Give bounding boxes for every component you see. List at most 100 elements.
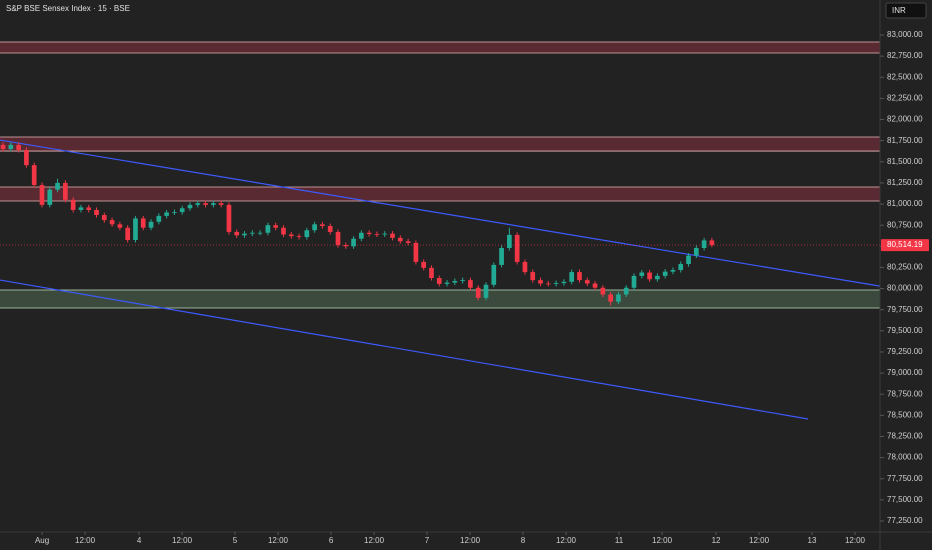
candle-body: [639, 272, 645, 276]
candle-body: [187, 204, 193, 209]
y-tick-label: 80,250.00: [887, 263, 923, 272]
trendline: [0, 279, 809, 420]
candle-body: [397, 237, 403, 242]
candle-body: [530, 272, 536, 281]
candle-body: [55, 182, 60, 190]
candle-body: [623, 287, 629, 295]
candle-body: [608, 294, 613, 302]
y-tick-label: 79,500.00: [887, 326, 923, 335]
candle-body: [234, 231, 240, 236]
y-tick-label: 77,500.00: [887, 495, 923, 504]
candle-body: [273, 225, 279, 228]
candle-body: [312, 224, 317, 231]
y-tick-label: 80,750.00: [887, 220, 923, 229]
candle-body: [584, 280, 590, 284]
x-tick-label: 5: [233, 536, 238, 545]
y-tick-label: 78,750.00: [887, 389, 923, 398]
y-tick-label: 82,000.00: [887, 115, 923, 124]
x-tick-label: 12:00: [460, 536, 481, 545]
y-tick-label: 81,250.00: [887, 178, 923, 187]
candle-body: [125, 227, 131, 240]
candle-body: [195, 203, 201, 205]
last-price-label: 80,514.19: [887, 240, 923, 249]
x-tick-label: 12:00: [556, 536, 577, 545]
zone: [0, 137, 880, 152]
zone: [0, 290, 880, 309]
y-tick-label: 83,000.00: [887, 30, 923, 39]
candle-body: [514, 234, 520, 262]
currency-box[interactable]: [885, 2, 927, 19]
candle-body: [179, 208, 185, 213]
candle-body: [148, 221, 154, 228]
candle-body: [600, 287, 606, 295]
y-tick-label: 82,250.00: [887, 93, 923, 102]
currency[interactable]: INR: [892, 6, 906, 15]
candle-body: [545, 283, 551, 285]
candle-body: [226, 204, 232, 232]
x-tick-label: 12: [712, 536, 721, 545]
candle-body: [452, 280, 458, 283]
candle-body: [522, 261, 528, 273]
candle-body: [616, 294, 621, 302]
candle-body: [133, 218, 138, 240]
y-tick-label: 81,750.00: [887, 136, 923, 145]
zone: [0, 42, 880, 53]
x-tick-label: 12:00: [75, 536, 96, 545]
y-tick-label: 81,000.00: [887, 199, 923, 208]
candle-body: [678, 264, 684, 270]
candle-body: [460, 280, 465, 281]
x-tick-label: 13: [808, 536, 817, 545]
candle-body: [242, 233, 247, 236]
candle-body: [296, 236, 302, 238]
candle-body: [390, 233, 395, 238]
candle-body: [655, 275, 660, 280]
x-tick-label: 4: [137, 536, 142, 545]
candle-body: [101, 215, 107, 221]
candle-body: [117, 224, 123, 228]
y-tick-label: 77,750.00: [887, 474, 923, 483]
candle-body: [499, 247, 504, 265]
candle-body: [31, 165, 37, 186]
candle-body: [320, 224, 325, 227]
candle-body: [94, 209, 99, 216]
candle-body: [359, 232, 364, 239]
candle-body: [265, 225, 271, 233]
y-tick-label: 78,500.00: [887, 410, 923, 419]
candle-body: [343, 245, 349, 247]
y-tick-label: 79,000.00: [887, 368, 923, 377]
y-tick-label: 81,500.00: [887, 157, 923, 166]
candle-body: [304, 230, 310, 238]
candle-body: [436, 278, 442, 284]
y-tick-label: 79,750.00: [887, 305, 923, 314]
candle-body: [662, 271, 668, 276]
x-tick-label: 7: [425, 536, 430, 545]
candle-body: [327, 226, 333, 232]
candle-body: [538, 280, 543, 284]
x-tick-label: 12:00: [845, 536, 866, 545]
candle-body: [577, 272, 582, 281]
candle-body: [709, 240, 715, 246]
candle-body: [156, 215, 162, 222]
candle-body: [553, 283, 559, 284]
trendline: [0, 139, 881, 287]
y-tick-label: 78,000.00: [887, 453, 923, 462]
x-tick-label: Aug: [35, 536, 49, 545]
x-tick-label: 8: [521, 536, 526, 545]
x-tick-label: 12:00: [172, 536, 193, 545]
last-price-box: [881, 239, 929, 252]
candle-body: [670, 269, 676, 272]
x-tick-label: 12:00: [652, 536, 673, 545]
candle-body: [561, 281, 567, 284]
candle-body: [249, 232, 255, 234]
candle-body: [366, 232, 372, 235]
candle-body: [78, 207, 84, 210]
candle-body: [8, 144, 14, 150]
candle-body: [0, 144, 6, 150]
candle-body: [701, 240, 707, 248]
candle-body: [631, 275, 637, 288]
candle-body: [592, 283, 598, 288]
x-tick-label: 12:00: [749, 536, 770, 545]
x-tick-label: 12:00: [364, 536, 385, 545]
